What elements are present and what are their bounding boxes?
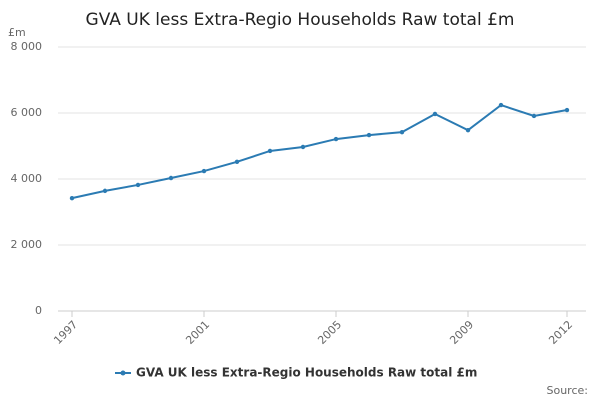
point bbox=[366, 132, 372, 138]
point bbox=[168, 175, 174, 181]
point bbox=[432, 111, 438, 117]
point bbox=[201, 168, 207, 174]
legend-swatch-dot bbox=[120, 370, 126, 376]
y-unit-label: £m bbox=[8, 26, 26, 39]
point bbox=[465, 127, 471, 133]
y-tick-label: 0 bbox=[35, 304, 42, 317]
point bbox=[234, 159, 240, 165]
line bbox=[71, 103, 568, 200]
point bbox=[399, 129, 405, 135]
point bbox=[69, 195, 75, 201]
x-tick-label: 2012 bbox=[546, 318, 575, 347]
x-tick-label: 2005 bbox=[315, 318, 344, 347]
point bbox=[498, 102, 504, 108]
legend-label: GVA UK less Extra-Regio Households Raw t… bbox=[136, 366, 477, 380]
point bbox=[333, 136, 339, 142]
point bbox=[300, 144, 306, 150]
y-tick-label: 4 000 bbox=[11, 172, 43, 185]
x-tick-label: 1997 bbox=[51, 318, 80, 347]
source: Source: bbox=[547, 384, 589, 397]
point bbox=[102, 188, 108, 194]
x-tick-label: 2009 bbox=[447, 318, 476, 347]
y-tick-label: 6 000 bbox=[11, 106, 43, 119]
y-tick-label: 2 000 bbox=[11, 238, 43, 251]
chart-title: GVA UK less Extra-Regio Households Raw t… bbox=[86, 10, 515, 30]
point bbox=[531, 113, 537, 119]
point bbox=[135, 182, 141, 188]
point bbox=[564, 107, 570, 113]
y-tick-label: 8 000 bbox=[11, 40, 43, 53]
point bbox=[267, 148, 273, 154]
x-tick-label: 2001 bbox=[183, 318, 212, 347]
